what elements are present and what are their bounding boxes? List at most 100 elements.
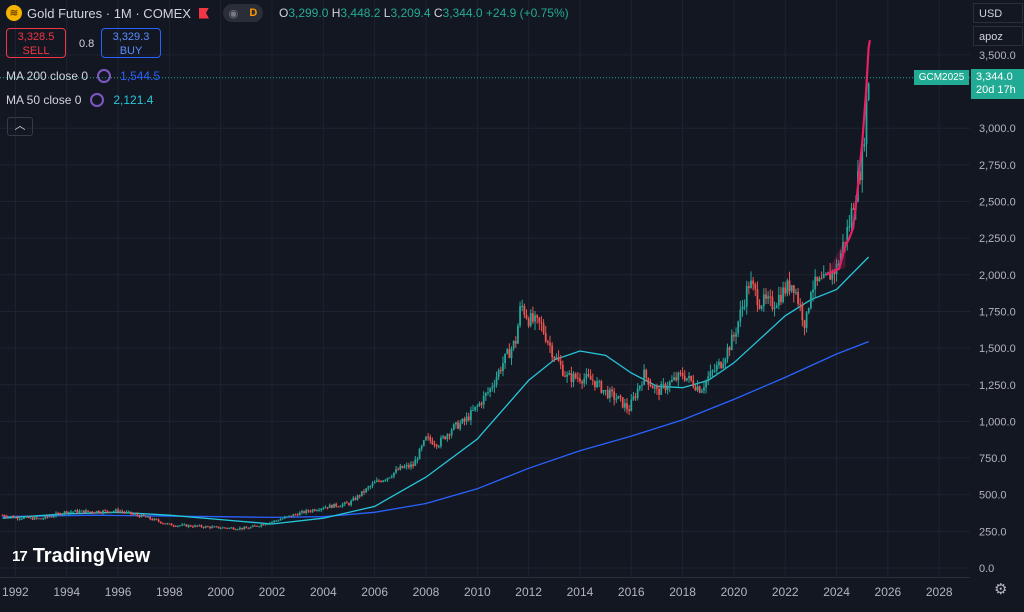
candle-body [502, 363, 504, 372]
time-tick-label: 1998 [156, 585, 183, 599]
candle-body [472, 409, 474, 411]
candle-body [95, 511, 98, 513]
candle-body [31, 517, 34, 520]
candle-body [268, 522, 271, 524]
countdown-value: 20d 17h [976, 84, 1016, 96]
candle-body [795, 292, 797, 294]
candle-body [737, 321, 740, 334]
candle-body [566, 374, 569, 377]
candle-body [542, 323, 545, 334]
candle-body [495, 377, 498, 385]
candle-body [645, 369, 648, 378]
candle-body [149, 516, 152, 520]
candle-body [397, 469, 400, 471]
candle-body [643, 369, 646, 385]
candle-body [506, 349, 509, 354]
candle-body [508, 349, 511, 359]
candle-body [685, 378, 688, 381]
candle-body [784, 287, 787, 294]
price-tick-label: 500.0 [979, 490, 1007, 502]
candle-body [196, 525, 199, 527]
candle-body [309, 511, 312, 513]
currency-select[interactable]: USD [973, 3, 1023, 23]
ma200-line [2, 340, 869, 519]
candle-body [110, 511, 113, 513]
candle-body [762, 294, 765, 307]
candle-body [696, 386, 699, 391]
flag-icon[interactable] [198, 7, 209, 19]
candle-body [78, 511, 81, 513]
collapse-legend-button[interactable]: ︿ [7, 117, 33, 136]
candle-body [555, 357, 558, 359]
candle-body [532, 313, 534, 322]
ma50-line [2, 256, 870, 525]
price-tick-label: 3,500.0 [979, 50, 1016, 62]
candle-body [848, 226, 851, 228]
time-tick-label: 2010 [464, 585, 491, 599]
candle-body [121, 511, 124, 513]
buy-button[interactable]: 3,329.3 BUY [101, 28, 161, 58]
candle-body [718, 361, 720, 366]
candle-body [452, 424, 455, 430]
ma50-legend[interactable]: MA 50 close 0 2,121.4 [6, 93, 153, 107]
candle-body [752, 280, 755, 285]
time-tick-label: 2012 [515, 585, 542, 599]
candle-body [239, 527, 241, 530]
candle-body [512, 340, 515, 349]
sell-button[interactable]: 3,328.5 SELL [6, 28, 66, 58]
candle-body [437, 446, 440, 448]
candle-body [484, 393, 487, 396]
candle-body [380, 481, 382, 483]
candle-body [833, 270, 836, 275]
candle-body [341, 504, 344, 507]
candle-body [641, 384, 643, 386]
candle-body [551, 345, 554, 357]
candle-body [726, 347, 729, 359]
candle-body [20, 518, 23, 520]
tradingview-logo[interactable]: 17 TradingView [12, 545, 150, 568]
candle-body [698, 386, 701, 393]
price-tick-label: 1,250.0 [979, 380, 1016, 392]
candle-body [750, 280, 752, 288]
price-axis[interactable]: 3,500.0 3,000.0 2,750.0 2,500.0 2,250.0 2,000… [970, 0, 1024, 609]
candle-body [172, 525, 175, 527]
candle-body [418, 448, 421, 460]
candle-body [692, 380, 695, 387]
candle-body [461, 418, 464, 424]
time-tick-label: 2026 [875, 585, 902, 599]
price-axis-labels: 3,500.0 3,000.0 2,750.0 2,500.0 2,250.0 2,000… [979, 50, 1016, 575]
candle-body [703, 387, 705, 391]
candle-body [360, 491, 363, 497]
candle-body [401, 465, 404, 468]
candle-body [604, 390, 607, 392]
scale-mode-select[interactable]: apoz [973, 26, 1023, 46]
symbol-title[interactable]: Gold Futures · 1M · COMEX [27, 5, 191, 21]
candle-body [587, 373, 590, 376]
eye-icon: ◉ [228, 7, 239, 20]
candle-body [859, 171, 861, 181]
candle-body [656, 387, 658, 389]
ma200-legend[interactable]: MA 200 close 0 1,544.5 [6, 69, 160, 83]
candle-body [358, 495, 361, 497]
candle-body [553, 356, 556, 359]
candle-body [228, 527, 231, 529]
candle-body [275, 520, 278, 522]
candle-body [322, 508, 325, 510]
candle-body [797, 292, 799, 304]
candle-body [525, 314, 528, 319]
candle-body [82, 510, 85, 513]
candle-body [170, 523, 173, 526]
candle-body [65, 511, 68, 514]
gear-icon[interactable]: ⚙ [994, 581, 1008, 598]
ma50-value: 2,121.4 [113, 93, 154, 107]
ohlc-values: O3,299.0 H3,448.2 L3,209.4 C3,344.0 +24.… [279, 6, 569, 20]
candle-body [497, 370, 500, 378]
candle-body [579, 378, 581, 382]
candle-body [38, 518, 40, 520]
market-status-pill[interactable]: ◉ D [222, 4, 263, 22]
time-axis[interactable]: 1992 1994 1996 1998 2000 2002 2004 2006 2008 2010… [0, 578, 970, 609]
candle-body [219, 528, 222, 530]
candle-body [179, 525, 181, 527]
price-tick-label: 2,750.0 [979, 160, 1016, 172]
